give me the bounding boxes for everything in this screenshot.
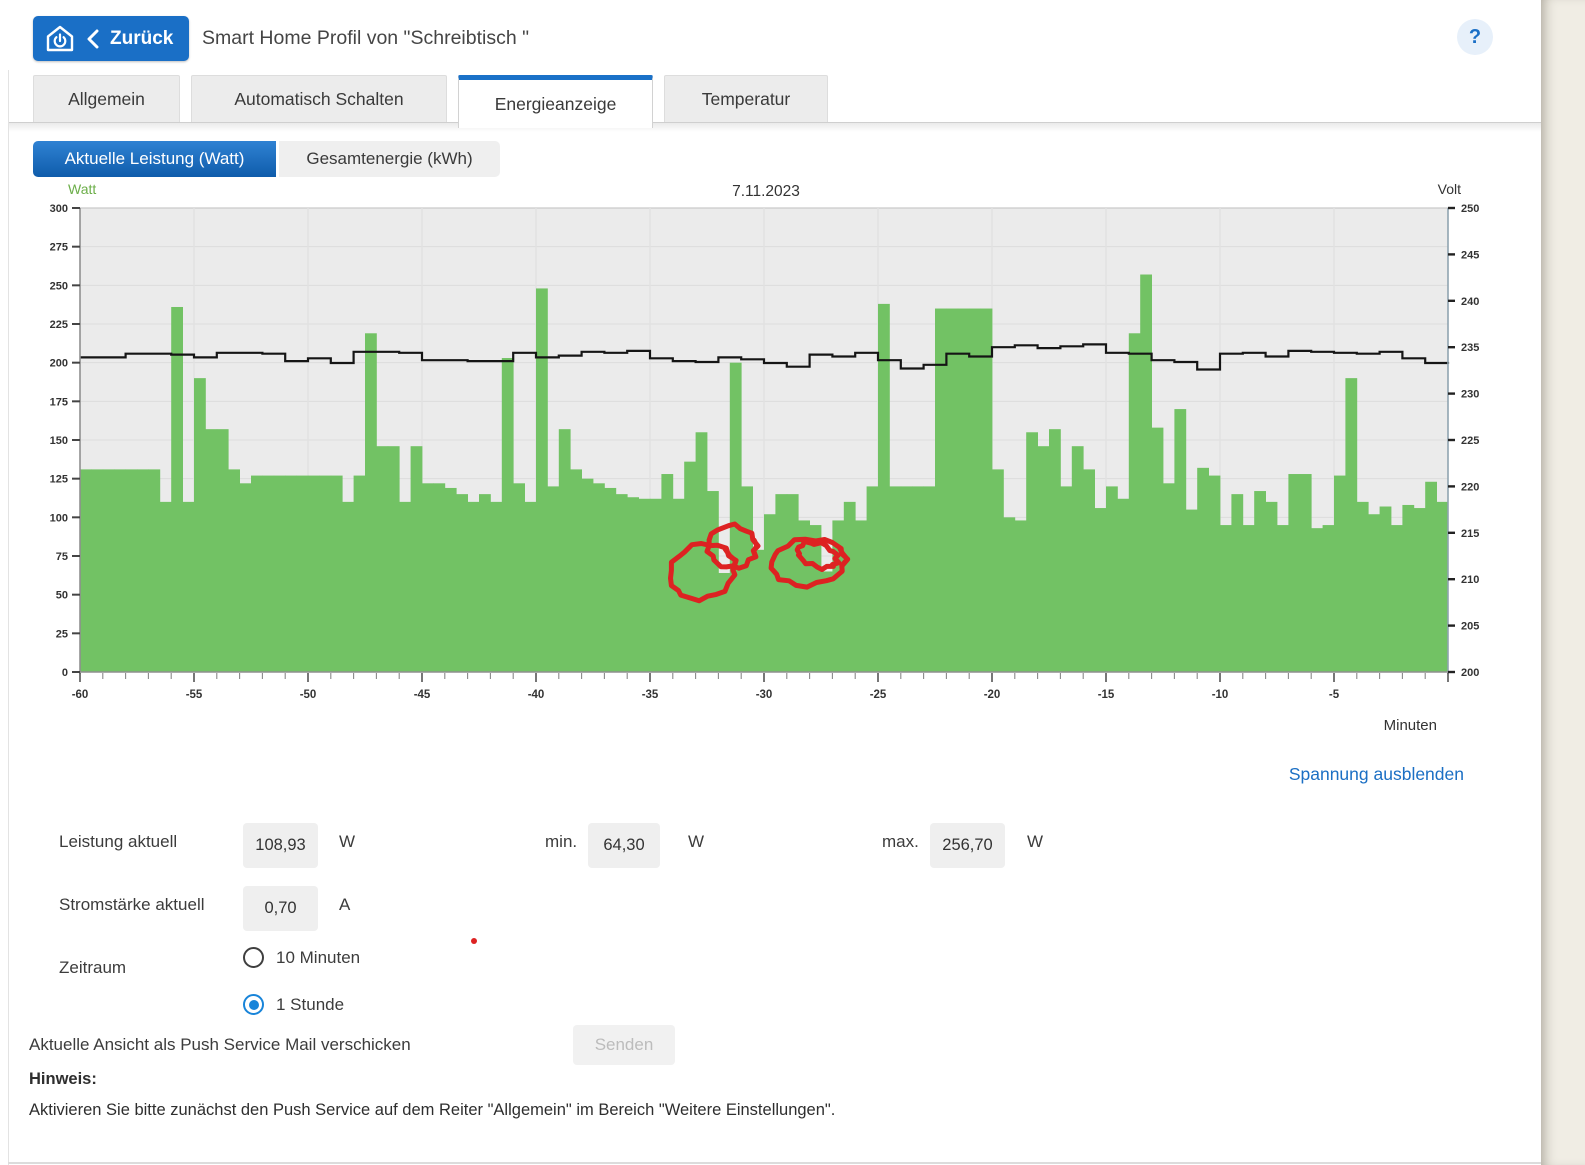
- back-button-label: Zurück: [110, 27, 174, 49]
- gridlines: [80, 207, 1448, 672]
- card-left-border: [8, 70, 9, 1165]
- power-min-value: 64,30: [588, 823, 660, 868]
- svg-text:-50: -50: [300, 689, 317, 701]
- watt-axis-caption: Watt: [68, 181, 96, 197]
- axes: 0 25 50 75 100 125 150 175 200 225 250 275 300 200 205…: [50, 203, 1480, 701]
- svg-text:-35: -35: [642, 689, 659, 701]
- svg-text:230: 230: [1461, 389, 1479, 401]
- svg-text:300: 300: [50, 203, 68, 215]
- chart-date: 7.11.2023: [732, 183, 800, 200]
- svg-text:275: 275: [50, 242, 68, 254]
- svg-text:-5: -5: [1329, 689, 1340, 701]
- plot-background: [80, 208, 1448, 672]
- voltage-line: [80, 343, 1450, 371]
- annotation-circle: [768, 536, 851, 590]
- tab-allgemein[interactable]: Allgemein: [33, 75, 180, 122]
- note-title: Hinweis:: [29, 1070, 97, 1088]
- period-option-10-minuten[interactable]: 10 Minuten: [243, 947, 360, 968]
- annotation-circle: [668, 541, 739, 604]
- svg-text:150: 150: [50, 435, 68, 447]
- period-option-1-stunde[interactable]: 1 Stunde: [243, 994, 344, 1015]
- svg-text:240: 240: [1461, 296, 1479, 308]
- annotation-dot: [471, 938, 477, 944]
- chevron-left-icon: [86, 29, 99, 49]
- svg-text:225: 225: [50, 319, 68, 331]
- svg-text:200: 200: [50, 358, 68, 370]
- view-tab-aktuelle-leistung[interactable]: Aktuelle Leistung (Watt): [33, 141, 276, 177]
- tab-divider: [9, 122, 1541, 123]
- power-bars: [80, 274, 1449, 672]
- svg-text:250: 250: [50, 280, 68, 292]
- send-button[interactable]: Senden: [573, 1025, 675, 1065]
- svg-text:-15: -15: [1098, 689, 1115, 701]
- svg-text:0: 0: [62, 667, 68, 679]
- page-title: Smart Home Profil von "Schreibtisch ": [202, 27, 530, 49]
- smart-home-icon: [45, 24, 75, 54]
- page-background-strip: [1541, 0, 1585, 1165]
- power-current-unit: W: [339, 832, 356, 851]
- period-option-label: 10 Minuten: [276, 947, 361, 967]
- svg-text:25: 25: [56, 628, 68, 640]
- annotation-circle: [704, 521, 761, 571]
- svg-text:75: 75: [56, 551, 68, 563]
- svg-text:-25: -25: [870, 689, 887, 701]
- hide-voltage-link[interactable]: Spannung ausblenden: [1288, 764, 1464, 784]
- power-current-label: Leistung aktuell: [59, 832, 178, 851]
- volt-axis-caption: Volt: [1438, 181, 1461, 197]
- period-label: Zeitraum: [59, 958, 127, 977]
- chart-captions: Watt 7.11.2023 Volt Minuten: [68, 181, 1461, 734]
- svg-text:-40: -40: [528, 689, 545, 701]
- radio-unselected-icon[interactable]: [243, 947, 264, 968]
- power-min-label: min.: [545, 832, 578, 851]
- tab-divider-shade: [9, 123, 1541, 132]
- svg-text:215: 215: [1461, 528, 1479, 540]
- svg-text:220: 220: [1461, 481, 1479, 493]
- svg-text:175: 175: [50, 396, 68, 408]
- current-amps-unit: A: [339, 895, 351, 914]
- power-max-value: 256,70: [930, 823, 1005, 868]
- tab-automatisch-schalten[interactable]: Automatisch Schalten: [191, 75, 447, 122]
- help-button[interactable]: ?: [1457, 19, 1493, 55]
- svg-text:100: 100: [50, 512, 68, 524]
- svg-text:250: 250: [1461, 203, 1479, 215]
- power-min-unit: W: [688, 832, 705, 851]
- svg-text:-30: -30: [756, 689, 773, 701]
- svg-text:245: 245: [1461, 249, 1479, 261]
- svg-text:225: 225: [1461, 435, 1479, 447]
- svg-text:-10: -10: [1212, 689, 1229, 701]
- svg-text:200: 200: [1461, 667, 1479, 679]
- note-text: Aktivieren Sie bitte zunächst den Push S…: [29, 1101, 836, 1119]
- svg-text:210: 210: [1461, 574, 1479, 586]
- svg-text:-20: -20: [984, 689, 1001, 701]
- card-bottom-border: [8, 1162, 1541, 1164]
- view-tab-gesamtenergie[interactable]: Gesamtenergie (kWh): [279, 141, 500, 177]
- annotation-circle-inner: [794, 538, 842, 572]
- current-amps-label: Stromstärke aktuell: [59, 895, 205, 914]
- radio-selected-icon[interactable]: [243, 994, 264, 1015]
- minutes-axis-caption: Minuten: [1384, 717, 1437, 734]
- svg-text:50: 50: [56, 590, 68, 602]
- tab-energieanzeige[interactable]: Energieanzeige: [458, 75, 653, 128]
- back-button[interactable]: Zurück: [33, 16, 190, 61]
- tab-temperatur[interactable]: Temperatur: [664, 75, 828, 122]
- push-service-text: Aktuelle Ansicht als Push Service Mail v…: [29, 1035, 411, 1054]
- red-annotations: [471, 521, 851, 944]
- svg-text:-45: -45: [414, 689, 431, 701]
- svg-text:-55: -55: [186, 689, 203, 701]
- current-amps-value: 0,70: [243, 886, 318, 931]
- svg-text:-60: -60: [72, 689, 89, 701]
- power-max-label: max.: [882, 832, 919, 851]
- svg-text:205: 205: [1461, 621, 1479, 633]
- svg-text:235: 235: [1461, 342, 1479, 354]
- question-mark-icon: ?: [1468, 25, 1482, 48]
- period-option-label: 1 Stunde: [276, 994, 345, 1014]
- power-max-unit: W: [1027, 832, 1044, 851]
- power-current-value: 108,93: [243, 823, 318, 868]
- svg-text:125: 125: [50, 474, 68, 486]
